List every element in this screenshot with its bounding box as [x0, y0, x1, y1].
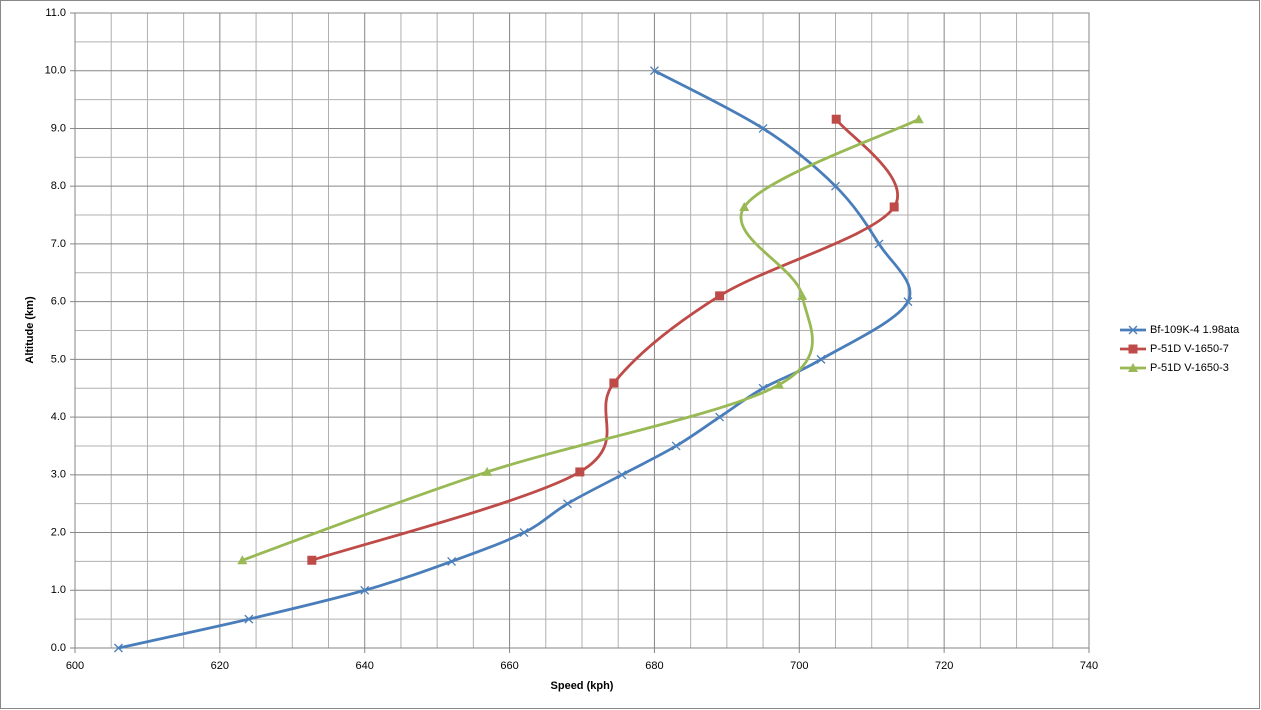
- marker: [447, 556, 457, 566]
- legend-label: Bf-109K-4 1.98ata: [1150, 324, 1240, 336]
- marker: [831, 181, 840, 191]
- y-tick-label: 0.0: [51, 642, 66, 654]
- x-tick-label: 720: [935, 660, 953, 672]
- marker: [874, 239, 884, 249]
- marker: [575, 467, 585, 477]
- marker: [360, 585, 370, 595]
- y-tick-label: 2.0: [51, 526, 66, 538]
- marker: [609, 378, 619, 388]
- marker: [797, 290, 808, 300]
- marker: [671, 441, 681, 451]
- y-tick-label: 4.0: [51, 411, 66, 423]
- series-line: [241, 117, 920, 562]
- y-tick-label: 3.0: [51, 469, 66, 481]
- marker: [913, 114, 924, 124]
- legend-marker: [1128, 363, 1138, 372]
- series-line: [118, 69, 912, 650]
- y-tick-label: 5.0: [51, 353, 66, 365]
- y-tick-label: 1.0: [51, 584, 66, 596]
- marker: [563, 499, 572, 509]
- marker: [816, 354, 826, 364]
- legend-marker: [1128, 344, 1138, 354]
- x-tick-label: 600: [66, 660, 84, 672]
- x-axis-title: Speed (kph): [551, 680, 614, 692]
- marker: [774, 379, 785, 389]
- marker: [903, 297, 913, 307]
- y-tick-label: 10.0: [45, 65, 66, 77]
- y-tick-label: 8.0: [51, 180, 66, 192]
- y-tick-label: 11.0: [45, 7, 66, 19]
- x-tick-label: 740: [1080, 660, 1098, 672]
- marker: [649, 66, 659, 76]
- marker: [482, 466, 493, 476]
- y-axis-title: Altitude (km): [24, 296, 36, 364]
- x-tick-label: 660: [500, 660, 518, 672]
- legend-label: P-51D V-1650-3: [1150, 362, 1229, 374]
- marker: [831, 114, 841, 124]
- marker: [715, 291, 725, 301]
- legend-marker: [1128, 325, 1138, 335]
- plot-frame: [74, 12, 1090, 649]
- y-tick-label: 9.0: [51, 122, 66, 134]
- x-tick-label: 620: [211, 660, 229, 672]
- marker: [739, 201, 750, 211]
- marker: [307, 555, 317, 565]
- marker: [715, 412, 725, 422]
- marker: [244, 614, 254, 624]
- y-tick-label: 7.0: [51, 238, 66, 250]
- legend-label: P-51D V-1650-7: [1150, 343, 1229, 355]
- x-tick-label: 680: [645, 660, 663, 672]
- marker: [237, 555, 248, 565]
- marker: [519, 528, 529, 538]
- marker: [113, 643, 123, 653]
- x-tick-label: 640: [356, 660, 374, 672]
- marker: [758, 123, 768, 133]
- marker: [617, 470, 627, 480]
- y-tick-label: 6.0: [51, 296, 66, 308]
- x-tick-label: 700: [790, 660, 808, 672]
- marker: [889, 202, 899, 212]
